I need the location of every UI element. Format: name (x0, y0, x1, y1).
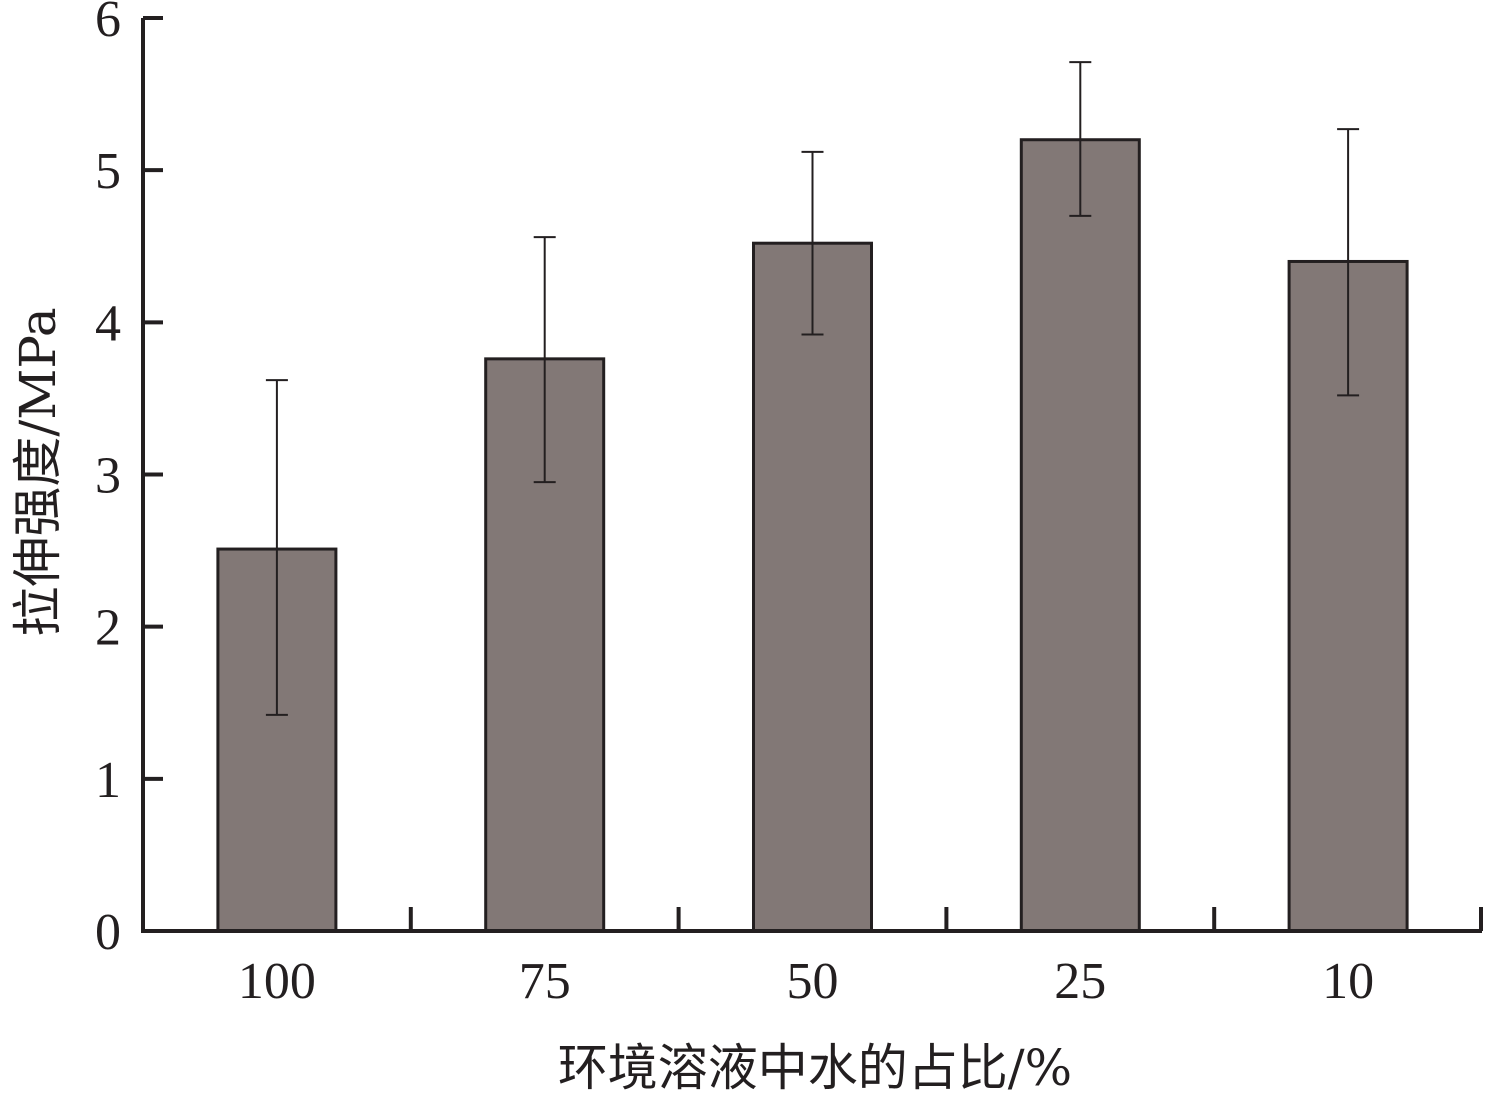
y-tick-label: 3 (95, 448, 121, 505)
bar (1019, 138, 1141, 933)
y-tick-label: 1 (95, 752, 121, 809)
y-tick-label: 4 (95, 295, 121, 352)
error-bars-group (265, 61, 1360, 716)
bar (752, 241, 873, 933)
y-axis-title: 拉伸强度/MPa (9, 307, 67, 636)
y-tick-label: 0 (95, 904, 121, 961)
x-tick-label: 100 (238, 953, 316, 1010)
y-tick-label: 2 (95, 600, 121, 657)
axes-group (141, 16, 1483, 933)
y-tick-labels: 0 1 2 3 4 5 6 (95, 0, 121, 961)
x-tick-label: 25 (1054, 953, 1106, 1010)
x-tick-label: 75 (519, 953, 571, 1010)
x-tick-label: 50 (787, 953, 839, 1010)
x-tick-label: 10 (1322, 953, 1374, 1010)
x-axis-title: 环境溶液中水的占比/% (558, 1039, 1072, 1094)
y-tick-label: 6 (95, 0, 121, 48)
y-tick-label: 5 (95, 143, 121, 200)
x-tick-labels: 100 75 50 25 10 (238, 953, 1374, 1010)
